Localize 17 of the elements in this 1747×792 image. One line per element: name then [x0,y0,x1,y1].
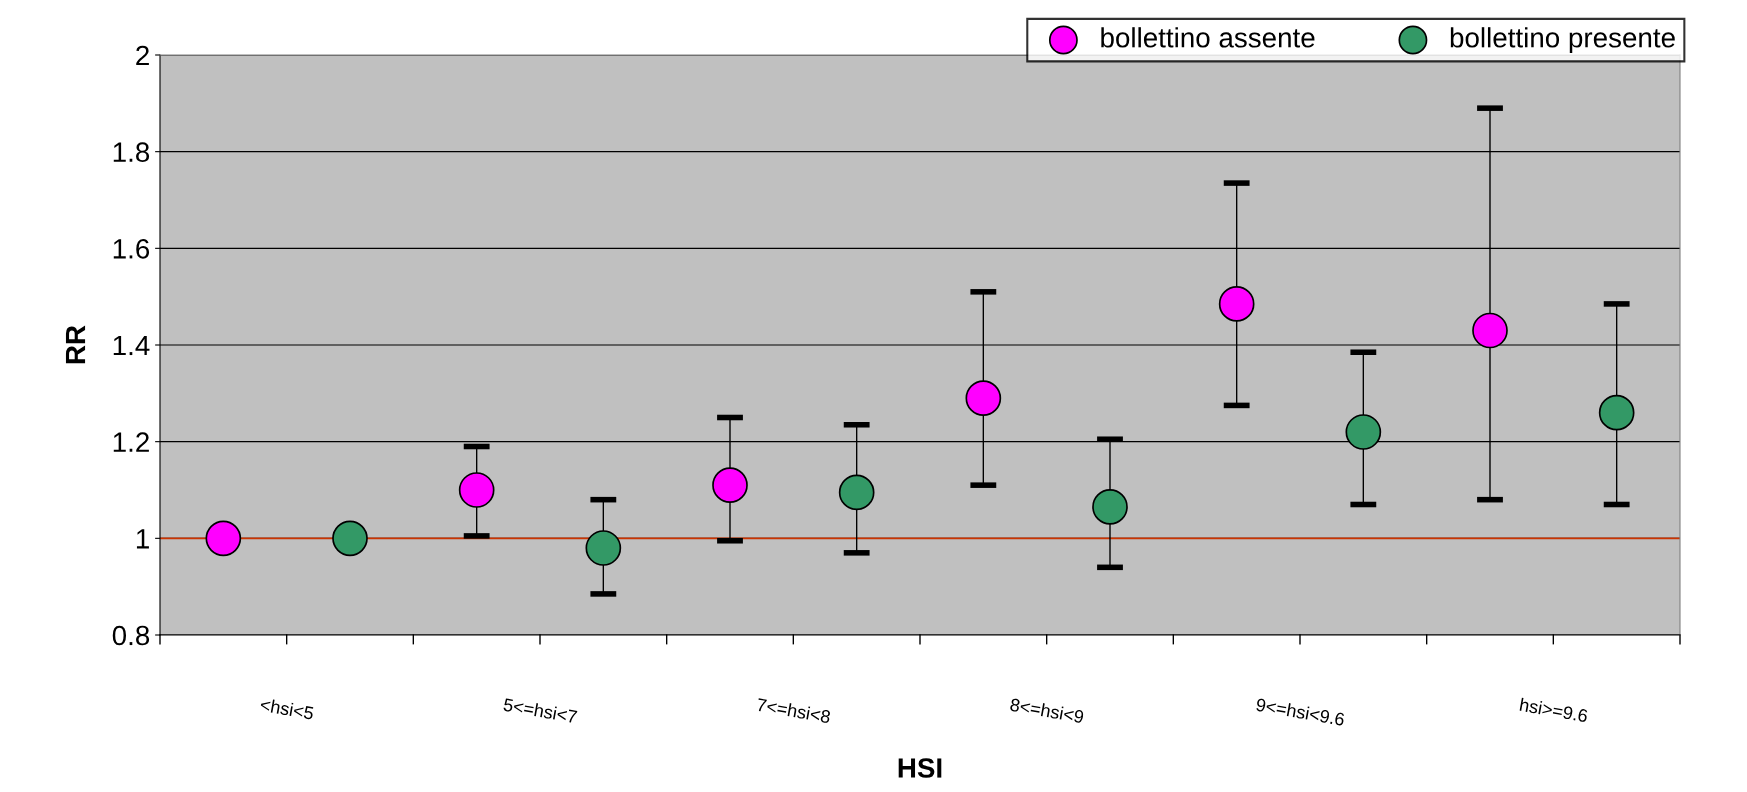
y-tick-label: 1.8 [113,142,150,163]
legend-label: bollettino presente [1450,27,1675,54]
x-tick-label: hsi>=9.6 [1519,697,1589,723]
y-tick-label: 1.6 [113,239,150,259]
x-tick-label: <hsi<5 [260,697,315,720]
y-axis-title: RR [65,325,86,364]
x-axis-title: HSI [898,758,942,778]
y-tick-label: 1.4 [113,335,150,356]
x-tick-label: 8<=hsi<9 [1009,697,1085,724]
x-tick-label: 7<=hsi<8 [756,697,831,724]
x-tick-label: 9<=hsi<9.6 [1255,697,1345,727]
y-tick-label: 1 [136,529,149,549]
x-tick-label: 5<=hsi<7 [503,697,578,724]
legend-label: bollettino assente [1101,27,1315,48]
y-tick-label: 1.2 [113,432,149,452]
y-tick-label: 2 [136,45,149,66]
y-tick-label: 0.8 [112,625,150,646]
